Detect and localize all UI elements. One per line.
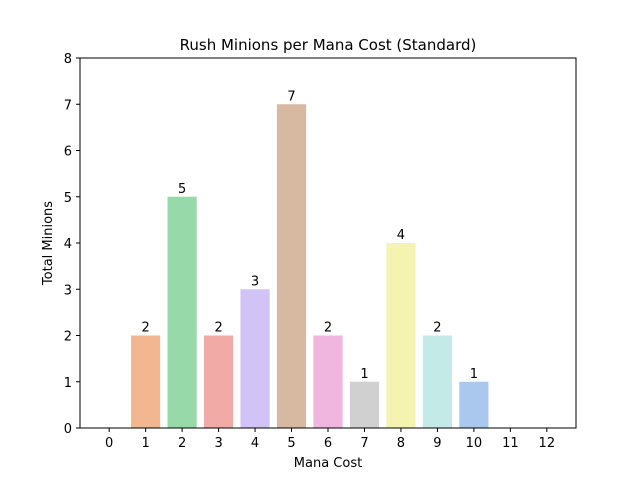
y-axis-ticks: 0 1 2 3 4 5 6 7 8 (64, 52, 80, 437)
x-tick-label-2: 2 (178, 436, 186, 451)
x-tick-label-7: 7 (360, 436, 368, 451)
bar-value-label-7: 1 (360, 367, 368, 382)
bar-value-label-10: 1 (470, 367, 478, 382)
bar-mana-6 (313, 335, 343, 428)
y-tick-label-1: 1 (64, 376, 72, 391)
x-tick-label-4: 4 (251, 436, 259, 451)
x-tick-label-0: 0 (105, 436, 113, 451)
bar-mana-5 (276, 104, 307, 428)
x-tick-label-12: 12 (539, 436, 556, 451)
y-tick-label-0: 0 (64, 422, 72, 437)
bar-mana-9 (422, 335, 452, 428)
bar-value-label-1: 2 (142, 321, 150, 336)
data-labels-group: 2 5 2 3 7 2 1 4 2 1 (142, 89, 479, 382)
y-tick-label-4: 4 (64, 237, 72, 252)
y-tick-label-7: 7 (64, 98, 72, 113)
bar-mana-4 (240, 289, 270, 428)
bar-value-label-4: 3 (251, 274, 259, 289)
chart-title: Rush Minions per Mana Cost (Standard) (180, 36, 477, 54)
bar-value-label-5: 7 (287, 89, 295, 104)
x-tick-label-10: 10 (466, 436, 483, 451)
y-tick-label-3: 3 (64, 283, 72, 298)
x-tick-label-3: 3 (214, 436, 222, 451)
y-tick-label-8: 8 (64, 52, 72, 67)
y-axis-label: Total Minions (41, 201, 56, 286)
bar-mana-8 (386, 243, 416, 428)
y-tick-label-6: 6 (64, 145, 72, 160)
bar-value-label-9: 2 (433, 321, 441, 336)
bar-value-label-3: 2 (214, 321, 222, 336)
bar-mana-3 (204, 335, 234, 428)
y-tick-label-2: 2 (64, 330, 72, 345)
x-axis-ticks: 0 1 2 3 4 5 6 7 8 9 10 11 12 (105, 428, 555, 451)
x-tick-label-6: 6 (324, 436, 332, 451)
x-tick-label-9: 9 (433, 436, 441, 451)
bar-value-label-2: 5 (178, 182, 186, 197)
bar-value-label-6: 2 (324, 321, 332, 336)
x-tick-label-8: 8 (397, 436, 405, 451)
x-axis-label: Mana Cost (294, 456, 362, 471)
bar-mana-1 (131, 335, 161, 428)
bar-mana-7 (349, 381, 380, 428)
bar-mana-2 (167, 196, 197, 428)
x-tick-label-11: 11 (502, 436, 519, 451)
x-tick-label-5: 5 (287, 436, 295, 451)
bar-value-label-8: 4 (397, 228, 405, 243)
x-tick-label-1: 1 (142, 436, 150, 451)
bars-group (131, 104, 489, 428)
y-tick-label-5: 5 (64, 191, 72, 206)
bar-mana-10 (459, 381, 489, 428)
